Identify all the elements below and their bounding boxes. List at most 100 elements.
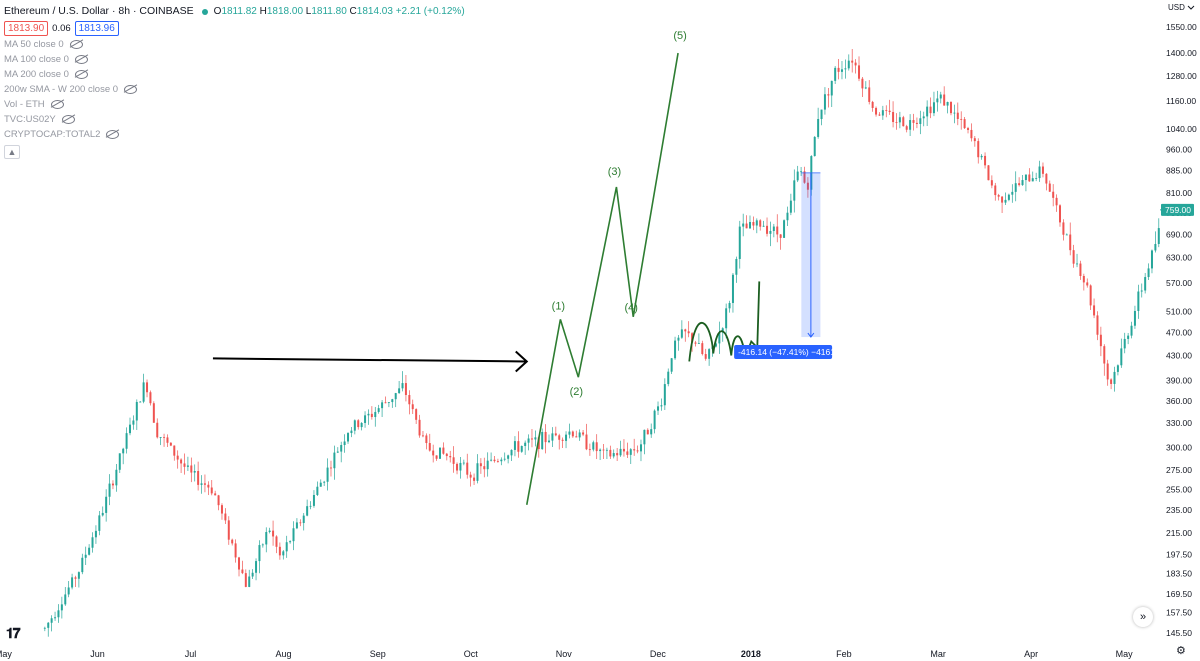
candle-body	[1089, 285, 1092, 306]
collapse-legend-button[interactable]: ▲	[4, 145, 20, 159]
candle-body	[854, 62, 857, 66]
candle-body	[800, 171, 803, 173]
indicator-ma100[interactable]: MA 100 close 0	[4, 52, 465, 67]
candle-body	[302, 515, 305, 524]
candle-body	[929, 106, 932, 114]
candle-body	[152, 403, 155, 423]
candle-body	[125, 433, 128, 449]
candle-body	[847, 60, 850, 69]
candle-body	[817, 119, 820, 137]
candle-body	[895, 122, 898, 123]
candle-body	[347, 433, 350, 442]
high-value: 1818.00	[266, 6, 304, 17]
indicator-ma50[interactable]: MA 50 close 0	[4, 37, 465, 52]
eye-hidden-icon[interactable]	[106, 130, 120, 139]
indicator-200w-sma[interactable]: 200w SMA - W 200 close 0	[4, 82, 465, 97]
candle-body	[725, 308, 728, 329]
candle-body	[575, 436, 578, 438]
candle-body	[479, 463, 482, 467]
candle-body	[156, 422, 159, 438]
indicator-total2[interactable]: CRYPTOCAP:TOTAL2	[4, 127, 465, 142]
candle-body	[241, 569, 244, 574]
candle-body	[772, 226, 775, 231]
indicator-volume[interactable]: Vol - ETH	[4, 97, 465, 112]
candle-body	[977, 141, 980, 158]
candle-body	[360, 422, 363, 428]
chevron-down-icon[interactable]	[1187, 5, 1195, 10]
candle-body	[803, 171, 806, 183]
candle-body	[60, 604, 63, 611]
measure-label: -416.14 (−47.41%) −41614	[738, 347, 840, 357]
price-tick-label: 470.00	[1166, 328, 1192, 338]
eye-hidden-icon[interactable]	[74, 55, 88, 64]
candle-body	[306, 506, 309, 516]
candle-body	[919, 118, 922, 124]
elliott-wave-line[interactable]	[525, 52, 679, 505]
price-axis-bg[interactable]	[1160, 0, 1200, 661]
price-tick-label: 145.50	[1166, 628, 1192, 638]
candle-body	[537, 437, 540, 450]
eye-hidden-icon[interactable]	[74, 70, 88, 79]
candle-body	[796, 171, 799, 181]
candle-body	[224, 513, 227, 521]
candle-body	[1052, 191, 1055, 198]
candle-body	[1079, 263, 1082, 276]
indicator-ma200[interactable]: MA 200 close 0	[4, 67, 465, 82]
candle-body	[200, 483, 203, 485]
candle-body	[408, 395, 411, 405]
candle-body	[520, 446, 523, 452]
candle-body	[415, 409, 418, 420]
candle-body	[881, 110, 884, 116]
sell-button[interactable]: 1813.90	[4, 20, 49, 36]
symbol-title[interactable]: Ethereum / U.S. Dollar · 8h · COINBASE	[4, 5, 194, 17]
eye-hidden-icon[interactable]	[69, 40, 83, 49]
candle-body	[1116, 365, 1119, 372]
candle-body	[984, 155, 987, 166]
candle-body	[987, 165, 990, 181]
candle-body	[963, 119, 966, 129]
candle-body	[885, 110, 888, 111]
buy-button[interactable]: 1813.96	[74, 20, 119, 36]
candle-body	[432, 450, 435, 456]
candle-body	[353, 420, 356, 431]
candle-body	[442, 447, 445, 454]
candle-body	[214, 493, 217, 496]
candle-body	[599, 449, 602, 452]
price-tick-label: 183.50	[1166, 569, 1192, 579]
arrow-line[interactable]	[212, 357, 527, 363]
candle-body	[592, 442, 595, 450]
eye-hidden-icon[interactable]	[124, 85, 138, 94]
price-tick-label: 255.00	[1166, 484, 1192, 494]
eye-hidden-icon[interactable]	[61, 115, 75, 124]
candle-body	[582, 432, 585, 435]
candle-body	[970, 129, 973, 139]
candle-body	[476, 463, 479, 481]
indicator-label: MA 200 close 0	[4, 69, 69, 80]
indicator-us02y[interactable]: TVC:US02Y	[4, 112, 465, 127]
candle-body	[524, 442, 527, 447]
time-tick-label: Oct	[464, 649, 479, 659]
candle-body	[946, 102, 949, 106]
candle-body	[718, 332, 721, 344]
market-status-icon	[201, 8, 208, 15]
candle-body	[336, 451, 339, 453]
eye-hidden-icon[interactable]	[50, 100, 64, 109]
time-tick-label: Aug	[276, 649, 292, 659]
price-tick-label: 510.00	[1166, 307, 1192, 317]
candle-body	[1113, 371, 1116, 384]
gear-icon[interactable]: ⚙	[1176, 645, 1186, 657]
candle-body	[745, 223, 748, 229]
candle-body	[231, 539, 234, 544]
candle-body	[1014, 183, 1017, 192]
candle-body	[435, 455, 438, 459]
time-tick-label: Sep	[370, 649, 386, 659]
last-price-label: 759.00	[1165, 205, 1191, 215]
tradingview-logo-icon[interactable]: 𝟏𝟕	[6, 625, 21, 641]
brush-stroke[interactable]	[688, 281, 761, 362]
candle-body	[394, 393, 397, 400]
double-chevron-right-icon[interactable]: »	[1133, 607, 1153, 627]
time-tick-label: Feb	[836, 649, 852, 659]
currency-label[interactable]: USD	[1168, 3, 1185, 12]
candle-body	[905, 126, 908, 130]
